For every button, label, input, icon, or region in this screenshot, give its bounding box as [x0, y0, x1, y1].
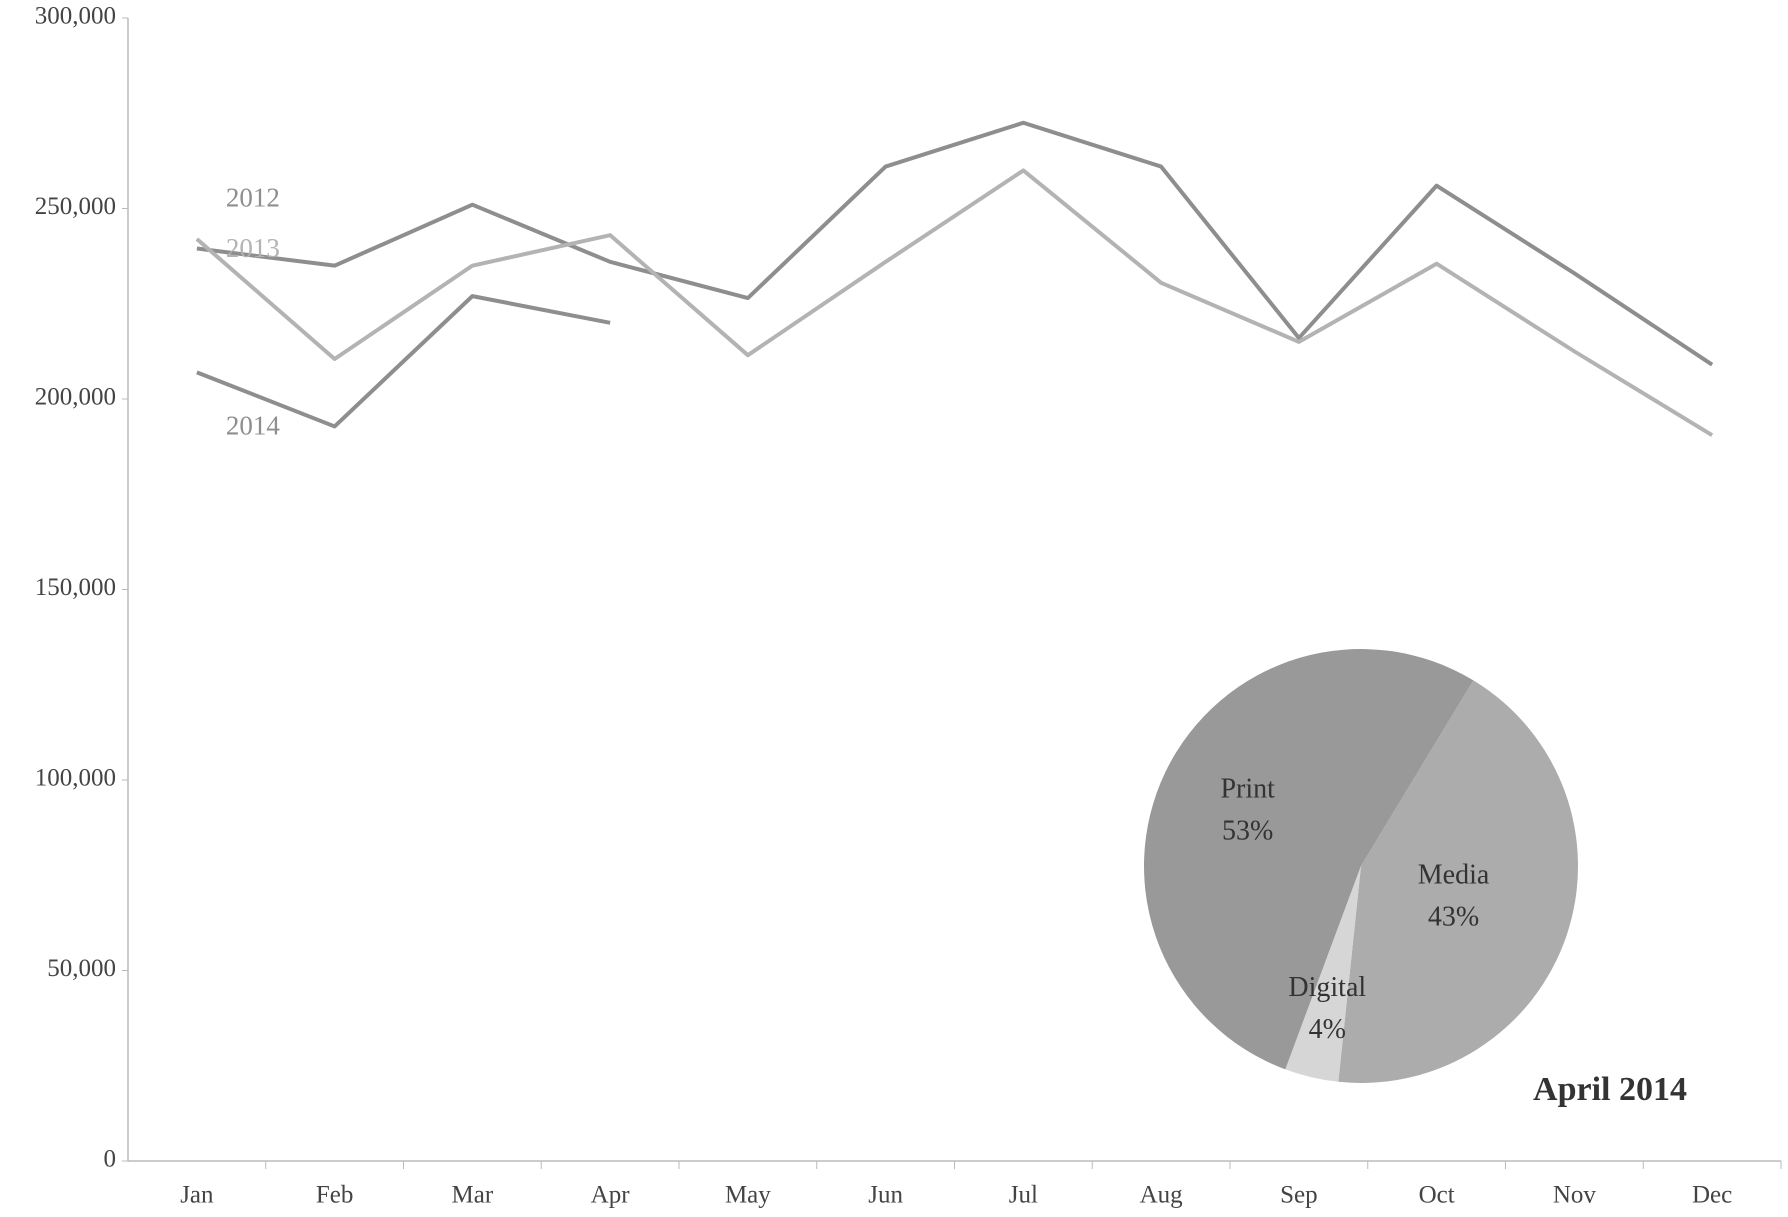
pie-slice	[1144, 649, 1474, 1070]
pie-title: April 2014	[1533, 1071, 1687, 1108]
pie-label: Print	[1220, 774, 1275, 805]
x-tick-label: Jun	[868, 1182, 903, 1209]
pie-value-label: 43%	[1428, 902, 1479, 933]
pie-label: Media	[1418, 860, 1490, 891]
series-label: 2013	[226, 233, 280, 263]
y-tick-label: 0	[104, 1146, 117, 1173]
x-tick-label: Feb	[316, 1182, 354, 1209]
line-series	[196, 294, 611, 429]
x-tick-label: Aug	[1140, 1182, 1184, 1209]
x-tick-label: Oct	[1419, 1182, 1455, 1209]
x-tick-label: Apr	[591, 1182, 631, 1209]
series-label: 2012	[226, 183, 280, 213]
pie-label: Digital	[1288, 972, 1366, 1003]
x-tick-label: Dec	[1692, 1182, 1732, 1209]
y-tick-label: 100,000	[35, 765, 116, 792]
pie-value-label: 4%	[1309, 1014, 1346, 1045]
pie-value-label: 53%	[1222, 816, 1273, 847]
y-tick-label: 200,000	[35, 384, 116, 411]
x-tick-label: Mar	[452, 1182, 494, 1209]
pie-slice	[1338, 680, 1578, 1083]
y-tick-label: 300,000	[35, 3, 116, 30]
x-tick-label: May	[725, 1182, 771, 1209]
series-label: 2014	[226, 411, 281, 441]
x-tick-label: Jul	[1009, 1182, 1038, 1209]
y-tick-label: 250,000	[35, 193, 116, 220]
line-series	[196, 120, 1714, 367]
y-tick-label: 50,000	[47, 955, 116, 982]
x-tick-label: Jan	[180, 1182, 214, 1209]
pie-slice	[1285, 866, 1361, 1082]
y-tick-label: 150,000	[35, 574, 116, 601]
x-tick-label: Sep	[1280, 1182, 1318, 1209]
x-tick-label: Nov	[1553, 1182, 1597, 1209]
line-series	[195, 168, 1714, 437]
